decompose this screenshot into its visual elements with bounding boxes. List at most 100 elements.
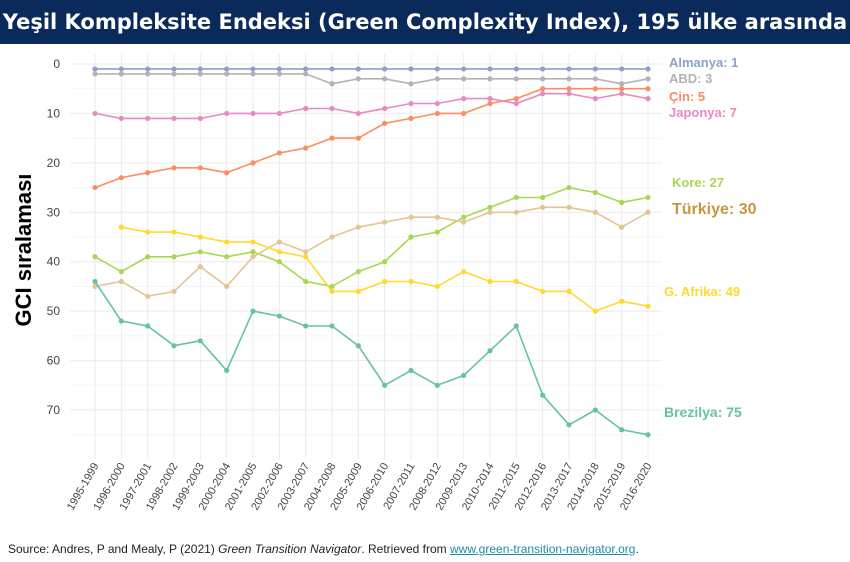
series-end-label: Kore: 27 [672, 175, 724, 190]
data-point [224, 170, 230, 176]
data-point [303, 278, 309, 285]
series-line [94, 92, 649, 120]
data-point [329, 283, 335, 290]
data-point [171, 115, 177, 121]
y-tick-label: 60 [47, 354, 61, 368]
data-point [118, 66, 124, 72]
data-point [619, 66, 625, 72]
source-link[interactable]: www.green-transition-navigator.org [450, 542, 636, 556]
data-point [566, 86, 572, 92]
data-point [592, 96, 598, 102]
y-tick-label: 30 [47, 205, 61, 219]
data-point [92, 278, 98, 285]
data-point [250, 66, 256, 72]
data-point [645, 303, 651, 309]
data-point [145, 66, 151, 72]
data-point [276, 71, 282, 77]
data-point [250, 249, 256, 255]
y-tick-label: 0 [53, 57, 60, 71]
data-point [92, 283, 98, 290]
data-point [303, 71, 309, 77]
data-point [619, 427, 625, 433]
data-point [645, 76, 651, 82]
data-point [145, 323, 151, 329]
data-point [382, 219, 388, 225]
source-italic: Green Transition Navigator [218, 542, 362, 556]
data-point [276, 249, 282, 255]
data-point [303, 105, 309, 112]
data-point [171, 343, 177, 349]
data-point [540, 194, 546, 201]
data-point [92, 254, 98, 260]
data-point [224, 254, 230, 260]
data-point [566, 66, 572, 72]
data-point [619, 224, 625, 230]
data-point [434, 283, 440, 290]
data-point [619, 86, 625, 92]
data-point [382, 105, 388, 112]
data-point [540, 86, 546, 92]
data-point [276, 110, 282, 117]
data-point [540, 288, 546, 294]
data-point [92, 110, 98, 117]
data-point [171, 229, 177, 235]
data-point [382, 120, 388, 126]
data-point [513, 96, 519, 102]
data-point [645, 194, 651, 201]
series-end-label: ABD: 3 [669, 71, 712, 86]
data-point [461, 66, 467, 72]
data-point [540, 76, 546, 82]
data-point [513, 66, 519, 72]
chart-title: Yeşil Kompleksite Endeksi (Green Complex… [2, 10, 848, 34]
data-point [434, 66, 440, 72]
data-point [408, 278, 414, 285]
data-point [355, 269, 361, 275]
data-point [197, 165, 203, 171]
data-point [329, 66, 335, 72]
data-point [145, 254, 151, 260]
series-end-label: Türkiye: 30 [672, 201, 757, 218]
data-point [197, 234, 203, 240]
data-point [145, 229, 151, 235]
data-point [224, 110, 230, 117]
data-point [540, 392, 546, 398]
y-axis-title: GCI sıralaması [11, 174, 36, 327]
data-point [540, 66, 546, 72]
data-point [171, 288, 177, 294]
data-point [118, 278, 124, 285]
gci-rank-line-chart: 0102030405060701995-19991996-20001997-20… [11, 54, 757, 512]
data-point [487, 278, 493, 285]
source-note: Source: Andres, P and Mealy, P (2021) Gr… [8, 542, 639, 556]
data-point [197, 264, 203, 270]
data-point [250, 254, 256, 260]
data-point [224, 283, 230, 290]
series-end-label: Brezilya: 75 [664, 404, 742, 420]
data-point [513, 194, 519, 201]
data-point [619, 199, 625, 205]
data-point [197, 115, 203, 121]
y-tick-label: 40 [47, 255, 61, 269]
data-point [487, 100, 493, 107]
data-point [408, 81, 414, 87]
data-point [224, 71, 230, 77]
data-point [513, 323, 519, 329]
data-point [250, 71, 256, 77]
data-point [513, 76, 519, 82]
data-point [408, 100, 414, 107]
data-point [540, 204, 546, 210]
data-point [540, 91, 546, 97]
data-point [513, 209, 519, 215]
data-point [355, 135, 361, 141]
data-point [408, 234, 414, 240]
data-point [276, 239, 282, 245]
series-end-label: Çin: 5 [669, 89, 705, 104]
data-point [619, 81, 625, 87]
data-point [250, 239, 256, 245]
data-point [592, 407, 598, 413]
data-point [276, 259, 282, 265]
data-point [276, 150, 282, 156]
data-point [566, 288, 572, 294]
data-point [434, 214, 440, 220]
data-point [118, 175, 124, 181]
data-point [303, 323, 309, 329]
